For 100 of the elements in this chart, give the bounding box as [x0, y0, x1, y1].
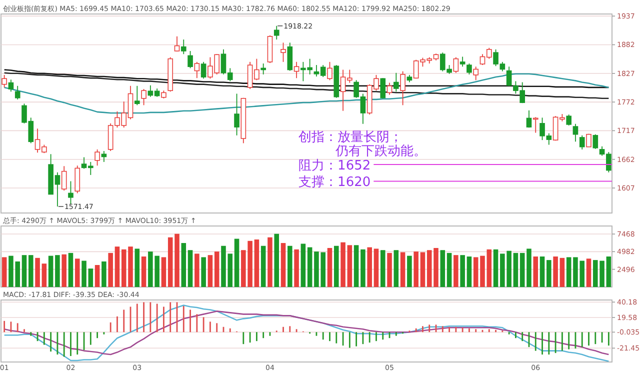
candlestick	[174, 36, 180, 52]
bar	[540, 256, 545, 287]
bar	[354, 245, 359, 287]
bar	[466, 256, 472, 287]
annotation: 创指：放量长阴；	[298, 130, 403, 145]
bar	[400, 252, 406, 287]
bar	[526, 248, 532, 287]
bar	[274, 234, 280, 287]
bar	[174, 234, 180, 287]
bar	[102, 261, 106, 287]
candlestick	[8, 79, 14, 92]
bar	[454, 255, 458, 287]
candlestick	[101, 150, 107, 162]
bar	[28, 255, 34, 287]
bar	[367, 247, 372, 287]
bar	[94, 265, 100, 287]
bar	[68, 252, 74, 287]
candlestick	[14, 85, 20, 100]
candlestick	[234, 93, 240, 136]
bar	[533, 256, 538, 287]
bar	[586, 258, 592, 287]
candlestick	[394, 72, 399, 92]
bar	[280, 243, 286, 287]
ref-line-label: 阻力：1652	[298, 158, 371, 174]
bar	[493, 249, 498, 287]
candlestick	[260, 63, 266, 75]
bar	[374, 248, 379, 287]
bar	[254, 239, 260, 287]
candlestick	[141, 88, 146, 106]
bar	[268, 237, 272, 287]
candlestick	[466, 63, 472, 75]
bar	[473, 257, 478, 287]
bar	[260, 246, 266, 287]
candlestick	[280, 42, 286, 62]
candlestick	[566, 114, 572, 126]
bar	[414, 252, 418, 287]
bar	[214, 252, 220, 287]
bar	[327, 248, 332, 287]
bar	[294, 249, 299, 287]
candlestick	[194, 61, 200, 79]
bar	[307, 247, 312, 287]
bar	[520, 252, 525, 287]
bar	[234, 238, 240, 287]
bar	[88, 268, 94, 287]
candlestick	[380, 78, 386, 99]
bar	[300, 244, 306, 287]
bar	[48, 256, 54, 287]
candlestick	[473, 66, 479, 81]
bar	[340, 242, 346, 287]
bar	[141, 256, 146, 287]
candlestick	[386, 82, 392, 96]
candlestick	[61, 166, 67, 192]
bar	[108, 252, 113, 287]
candlestick	[74, 165, 80, 194]
bar	[2, 257, 7, 287]
bar	[161, 257, 166, 287]
bar	[546, 260, 552, 287]
bar	[42, 264, 47, 287]
bar	[188, 250, 193, 287]
annotation: 仍有下跌动能。	[334, 144, 427, 159]
bar	[74, 258, 80, 287]
bar	[560, 258, 565, 287]
ref-line-label: 支撑：1620	[298, 175, 371, 190]
candlestick	[134, 85, 140, 106]
candlestick	[579, 134, 585, 150]
bar	[194, 254, 200, 287]
bar	[380, 250, 386, 287]
bar	[407, 256, 412, 287]
bar	[334, 246, 339, 287]
bar	[347, 245, 352, 287]
bar	[201, 257, 206, 287]
bar	[513, 252, 518, 287]
bar	[288, 246, 292, 287]
candlestick	[526, 110, 532, 128]
line-series	[4, 304, 610, 362]
bar	[420, 252, 426, 287]
bar	[460, 255, 465, 287]
bar	[114, 246, 120, 287]
candlestick	[592, 134, 598, 150]
candlestick	[294, 61, 300, 79]
candlestick	[287, 42, 293, 72]
bar	[606, 256, 612, 287]
bar	[360, 249, 366, 287]
bar	[82, 260, 86, 287]
bar	[168, 237, 173, 287]
bar	[566, 257, 572, 287]
candlestick	[586, 133, 592, 148]
candlestick	[188, 50, 193, 69]
candlestick	[94, 148, 100, 166]
bar	[387, 252, 392, 287]
bar	[440, 250, 446, 287]
candlestick	[180, 39, 186, 55]
bar	[22, 255, 27, 287]
candlestick	[572, 123, 578, 142]
line-series	[4, 310, 610, 356]
candlestick	[2, 74, 7, 88]
bar	[134, 248, 140, 287]
candlestick	[274, 25, 280, 40]
bar	[394, 250, 399, 287]
bar	[446, 252, 452, 287]
